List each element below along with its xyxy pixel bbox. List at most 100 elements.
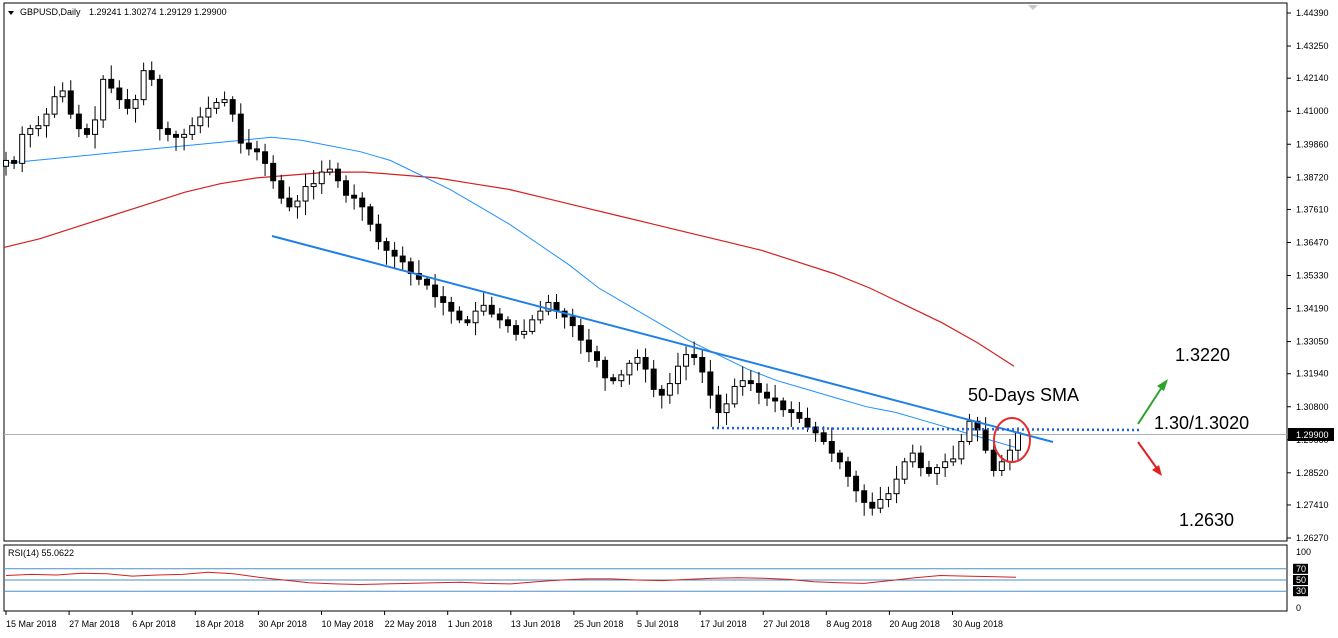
candle <box>253 140 260 161</box>
rsi-tick-label: 50 <box>1296 575 1306 585</box>
candle <box>610 373 617 385</box>
candle <box>699 348 706 384</box>
candle <box>844 456 851 487</box>
candle <box>351 184 358 210</box>
candle <box>739 366 746 396</box>
ohlc-values: 1.29241 1.30274 1.29129 1.29900 <box>89 7 227 17</box>
price-tick-label: 1.27410 <box>1296 500 1329 510</box>
candle <box>391 242 398 270</box>
candle <box>496 307 503 329</box>
candle <box>715 385 722 427</box>
main-chart-frame[interactable] <box>3 2 1288 542</box>
descending-trendline[interactable] <box>271 235 1054 443</box>
price-tick-label: 1.35330 <box>1296 271 1329 281</box>
candle <box>440 286 447 316</box>
rsi-label: RSI(14) 55.0622 <box>8 548 74 558</box>
candle <box>173 130 180 151</box>
candle <box>51 86 58 118</box>
candle <box>448 296 455 324</box>
sma-annotation: 50-Days SMA <box>968 385 1079 405</box>
price-tick-label: 1.42140 <box>1296 73 1329 83</box>
candle <box>513 320 520 341</box>
date-tick-label: 30 Apr 2018 <box>258 619 307 629</box>
candle <box>942 453 949 477</box>
candle <box>642 348 649 383</box>
candle <box>343 175 350 203</box>
candle <box>594 345 601 368</box>
candle <box>108 65 115 94</box>
candle <box>19 126 26 173</box>
price-tick-label: 1.30800 <box>1296 402 1329 412</box>
candle <box>545 294 552 316</box>
price-tick-label: 1.33050 <box>1296 337 1329 347</box>
date-tick-label: 15 Mar 2018 <box>6 619 57 629</box>
candle <box>901 457 908 484</box>
candle <box>472 302 479 336</box>
price-tick-label: 1.38720 <box>1296 172 1329 182</box>
price-tick-label: 1.43250 <box>1296 41 1329 51</box>
pivot-level: 1.30/1.3020 <box>1154 413 1249 433</box>
date-tick-label: 17 Jul 2018 <box>700 619 747 629</box>
candle <box>83 123 90 138</box>
candle <box>836 449 843 470</box>
candle <box>221 91 228 107</box>
candle <box>488 296 495 318</box>
candle <box>302 173 309 216</box>
candle <box>723 393 730 426</box>
candle <box>43 107 50 138</box>
candle <box>75 104 82 138</box>
date-tick-label: 27 Mar 2018 <box>69 619 120 629</box>
date-tick-label: 20 Aug 2018 <box>889 619 940 629</box>
candle <box>59 82 66 103</box>
candle <box>318 160 325 194</box>
candle <box>124 88 131 115</box>
candle <box>602 356 609 391</box>
candle <box>853 470 860 503</box>
candle <box>658 385 665 409</box>
candle <box>634 349 641 371</box>
rsi-panel-frame[interactable] <box>3 544 1288 612</box>
candle <box>181 128 188 151</box>
price-tick-label: 1.26270 <box>1296 533 1329 543</box>
price-tick-label: 1.28520 <box>1296 468 1329 478</box>
candle <box>383 237 390 265</box>
pivot-dotted-line[interactable] <box>711 426 1143 432</box>
rsi-tick-label: 100 <box>1296 547 1311 557</box>
candle <box>788 401 795 427</box>
candle <box>577 318 584 354</box>
candle <box>537 301 544 324</box>
candle <box>245 129 252 156</box>
dropdown-triangle-icon[interactable] <box>8 11 14 15</box>
candles <box>3 61 1021 516</box>
candle <box>650 360 657 398</box>
current-price-badge <box>1288 428 1334 441</box>
rsi-tick-label: 70 <box>1296 564 1306 574</box>
time-axis[interactable]: 15 Mar 2018 27 Mar 2018 6 Apr 2018 18 Apr 2… <box>5 611 1003 629</box>
candle <box>764 383 771 407</box>
candle <box>456 306 463 324</box>
down-arrow-icon <box>1137 441 1162 476</box>
candle <box>116 80 123 109</box>
candle <box>334 162 341 188</box>
resistance-level: 1.3220 <box>1175 345 1230 365</box>
candle <box>270 155 277 189</box>
current-price-badge-text: 1.29900 <box>1296 430 1329 440</box>
candle <box>691 341 698 366</box>
price-tick-label: 1.36470 <box>1296 237 1329 247</box>
candle <box>828 427 835 462</box>
date-tick-label: 27 Jul 2018 <box>763 619 810 629</box>
date-tick-label: 10 May 2018 <box>322 619 374 629</box>
candle <box>326 159 333 176</box>
candle <box>521 319 528 339</box>
sma-50-line <box>3 136 1016 448</box>
candle <box>100 75 107 128</box>
candle <box>666 373 673 404</box>
chart-shift-marker-icon[interactable] <box>1028 5 1038 10</box>
date-tick-label: 5 Jul 2018 <box>637 619 679 629</box>
candle <box>585 328 592 363</box>
candle <box>683 346 690 381</box>
candle <box>294 195 301 219</box>
candle <box>755 371 762 405</box>
candle <box>367 203 374 232</box>
